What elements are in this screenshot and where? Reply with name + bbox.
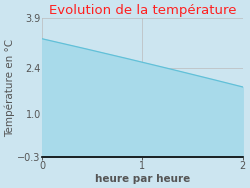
X-axis label: heure par heure: heure par heure	[95, 174, 190, 184]
Title: Evolution de la température: Evolution de la température	[49, 4, 236, 17]
Y-axis label: Température en °C: Température en °C	[4, 39, 15, 137]
